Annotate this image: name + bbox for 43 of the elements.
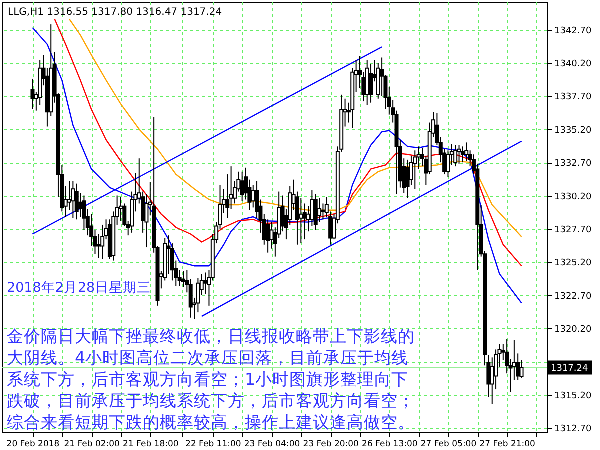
y-tick-label: 1315.20 [554, 391, 592, 402]
candlestick [240, 171, 244, 202]
candlestick [30, 78, 35, 110]
y-tick-label: 1337.70 [554, 92, 592, 103]
x-tick-label: 23 Feb 20:00 [303, 440, 359, 450]
candlestick [454, 144, 458, 168]
candlestick [318, 198, 322, 223]
annotation: 2018年2月28日星期三 [7, 280, 152, 296]
y-tick-label: 1327.70 [554, 225, 592, 236]
x-tick-label: 27 Feb 05:00 [420, 440, 477, 450]
candlestick [299, 198, 304, 244]
candlestick [413, 150, 418, 190]
candlestick [118, 196, 123, 222]
candlestick [321, 203, 326, 220]
annotation: 综合来看短期下跌的概率较高，操作上建议逢高做空。 [7, 413, 415, 432]
x-tick-label: 22 Feb 11:00 [186, 440, 242, 450]
annotation: 系统下方，后市客观方向看空；1小时图旗形整理向下 [7, 370, 408, 389]
y-tick-label: 1322.70 [554, 292, 592, 302]
candlestick [406, 159, 410, 199]
candlestick [71, 180, 76, 219]
candlestick [204, 272, 208, 294]
candlestick [460, 146, 465, 164]
ref-line-label: 1317.24 [551, 364, 588, 374]
y-tick-label: 1330.20 [554, 192, 592, 202]
y-tick-label: 1332.70 [554, 159, 592, 170]
x-tick-label: 20 Feb 2018 [6, 440, 60, 450]
x-tick-label: 27 Feb 21:00 [480, 440, 536, 450]
x-tick-label: 21 Feb 02:00 [64, 440, 120, 450]
annotation: 金价隔日大幅下挫最终收低，日线报收略带上下影线的 [7, 327, 415, 346]
annotation: LLG,H1 1316.55 1317.80 1316.47 1317.24 [8, 7, 222, 18]
y-tick-label: 1335.20 [554, 126, 592, 136]
candlestick [369, 64, 374, 104]
y-tick-label: 1320.20 [554, 324, 592, 335]
y-tick-label: 1312.70 [554, 424, 592, 435]
x-tick-label: 26 Feb 13:00 [362, 440, 418, 450]
y-tick-label: 1342.70 [554, 26, 592, 36]
y-tick-label: 1325.20 [554, 258, 592, 269]
x-tick-label: 21 Feb 18:00 [123, 440, 179, 450]
y-tick-label: 1340.20 [554, 60, 592, 70]
candlestick [74, 183, 79, 220]
annotation: 跌破，目前承压于均线系统下方，后市客观方向看空； [7, 392, 415, 410]
candlestick [457, 144, 462, 164]
x-tick-label: 23 Feb 04:00 [244, 440, 300, 450]
